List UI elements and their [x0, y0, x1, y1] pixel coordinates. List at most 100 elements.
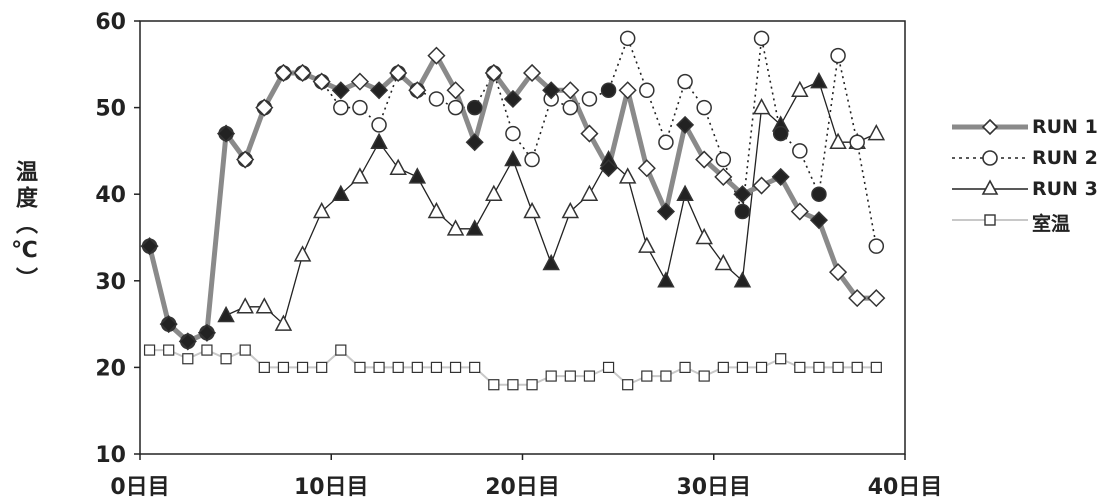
data-point-room-temp: [354, 361, 366, 373]
data-point-run1: [848, 289, 867, 308]
data-point-run1: [790, 202, 809, 221]
data-point-run2: [428, 91, 445, 107]
data-point-run3: [332, 184, 350, 201]
data-point-room-temp: [220, 353, 232, 365]
data-point-room-temp: [507, 379, 519, 391]
legend-swatch-run1: [952, 118, 1028, 136]
data-point-run3: [714, 253, 733, 271]
x-tick-label: 30日目: [676, 475, 751, 500]
legend-swatch-run3: [952, 179, 1028, 195]
data-point-run1: [255, 98, 274, 117]
y-tick-label: 20: [95, 356, 126, 381]
data-point-run1: [178, 332, 197, 351]
data-point-run2: [658, 134, 674, 150]
data-point-run3: [657, 271, 675, 288]
data-point-run2: [333, 99, 349, 116]
data-point-run2: [830, 47, 846, 64]
data-point-room-temp: [335, 344, 347, 356]
data-point-run2: [792, 143, 808, 159]
data-point-run2: [352, 99, 368, 116]
legend-label-room: 室温: [1032, 213, 1071, 235]
data-point-run2: [753, 30, 770, 47]
series-line-run3: [225, 80, 877, 326]
data-point-run2: [505, 125, 521, 142]
data-point-room-temp: [832, 361, 844, 373]
data-point-run1: [446, 81, 465, 100]
data-point-run3: [638, 236, 656, 253]
data-point-run3: [580, 184, 599, 201]
data-point-run2: [715, 151, 732, 168]
data-point-room-temp: [641, 370, 653, 382]
data-point-room-temp: [602, 361, 615, 373]
x-tick-label: 40日目: [868, 475, 943, 500]
data-point-run1: [331, 81, 350, 100]
data-point-run3: [676, 184, 694, 201]
x-tick-label: 0日目: [110, 475, 169, 500]
data-point-room-temp: [755, 361, 768, 373]
data-point-run1: [274, 63, 293, 83]
data-point-room-temp: [679, 361, 691, 373]
data-point-room-temp: [583, 370, 596, 382]
y-tick-label: 10: [95, 443, 126, 468]
data-point-run3: [867, 123, 886, 141]
data-point-run3: [504, 149, 522, 167]
data-point-run3: [618, 167, 637, 184]
data-point-run1: [580, 124, 599, 143]
data-point-room-temp: [564, 370, 576, 382]
data-point-run3: [542, 253, 560, 271]
legend-swatch-room: [952, 214, 1028, 226]
data-point-run3: [561, 201, 580, 219]
data-point-room-temp: [469, 361, 481, 373]
data-point-run1: [503, 89, 522, 109]
data-point-run1: [293, 63, 312, 83]
legend-label-run3: RUN 3: [1032, 178, 1098, 200]
y-tick-label: 50: [95, 97, 126, 122]
data-point-run1: [637, 159, 656, 178]
data-point-run1: [217, 124, 236, 143]
data-point-room-temp: [411, 361, 423, 373]
data-point-run2: [466, 99, 483, 116]
data-point-run1: [312, 72, 331, 91]
data-point-run1: [867, 289, 886, 308]
data-point-room-temp: [660, 370, 672, 382]
legend: RUN 1 RUN 2 RUN 3 室温: [950, 112, 1110, 236]
data-point-run3: [485, 184, 503, 201]
data-point-room-temp: [545, 370, 557, 382]
data-point-room-temp: [736, 361, 749, 373]
data-point-room-temp: [449, 361, 462, 373]
data-point-run3: [523, 201, 541, 219]
data-point-run1: [159, 315, 178, 334]
data-point-run3: [274, 314, 293, 331]
data-point-run1: [561, 81, 580, 100]
data-point-room-temp: [373, 361, 385, 373]
data-point-run1: [370, 81, 389, 100]
data-point-run1: [676, 115, 695, 134]
data-point-run1: [140, 237, 159, 256]
data-point-run1: [427, 46, 446, 65]
x-tick-label: 10日目: [294, 475, 369, 500]
data-point-run3: [351, 167, 369, 184]
data-point-run1: [408, 81, 427, 100]
data-point-run1: [465, 133, 484, 152]
data-point-run2: [734, 203, 751, 220]
data-point-room-temp: [794, 361, 806, 373]
data-point-run3: [446, 219, 465, 236]
data-point-room-temp: [277, 361, 290, 373]
data-point-run3: [733, 271, 752, 288]
data-point-room-temp: [813, 361, 825, 373]
data-point-run1: [714, 167, 733, 186]
data-point-run1: [656, 202, 675, 221]
x-tick-label: 20日目: [485, 475, 560, 500]
data-point-room-temp: [717, 361, 729, 373]
data-point-run2: [600, 82, 617, 99]
data-point-run3: [389, 158, 407, 175]
legend-item-run3: RUN 3: [950, 174, 1110, 205]
legend-label-run2: RUN 2: [1032, 147, 1098, 169]
y-tick-label: 40: [95, 183, 126, 208]
data-point-run1: [484, 63, 503, 83]
data-point-room-temp: [258, 361, 270, 373]
data-point-run2: [677, 73, 693, 90]
data-point-room-temp: [526, 379, 538, 391]
legend-swatch-run2: [952, 150, 1028, 166]
